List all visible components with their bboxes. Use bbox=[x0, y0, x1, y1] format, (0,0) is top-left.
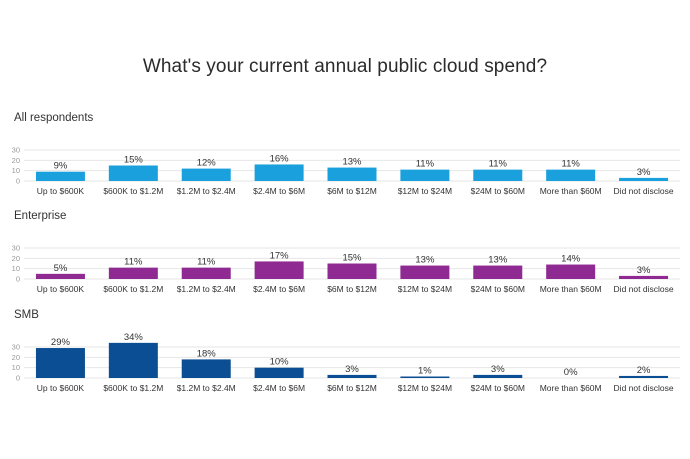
category-label: $1.2M to $2.4M bbox=[177, 383, 236, 393]
data-label: 5% bbox=[54, 263, 68, 274]
bar bbox=[400, 169, 450, 181]
category-label: $12M to $24M bbox=[398, 284, 452, 294]
category-label: $1.2M to $2.4M bbox=[177, 284, 236, 294]
data-label: 10% bbox=[270, 357, 290, 368]
panel-title: SMB bbox=[14, 309, 39, 321]
category-label: $24M to $60M bbox=[471, 284, 525, 294]
bar bbox=[473, 265, 523, 279]
y-tick-label: 20 bbox=[12, 156, 20, 165]
data-label: 11% bbox=[562, 159, 581, 170]
category-label: $6M to $12M bbox=[327, 186, 377, 196]
bar bbox=[546, 169, 596, 181]
data-label: 1% bbox=[418, 366, 432, 377]
data-label: 18% bbox=[197, 348, 217, 359]
data-label: 13% bbox=[488, 255, 508, 266]
data-label: 11% bbox=[489, 159, 508, 170]
category-label: Did not disclose bbox=[614, 284, 674, 294]
bar bbox=[400, 376, 450, 378]
data-label: 3% bbox=[345, 364, 359, 375]
category-label: $600K to $1.2M bbox=[103, 186, 163, 196]
data-label: 15% bbox=[342, 253, 362, 264]
bar bbox=[327, 263, 377, 279]
y-tick-label: 0 bbox=[16, 275, 20, 284]
bar bbox=[254, 164, 304, 181]
data-label: 11% bbox=[416, 159, 435, 170]
category-label: Did not disclose bbox=[614, 383, 674, 393]
y-tick-label: 10 bbox=[12, 166, 20, 175]
data-label: 13% bbox=[342, 157, 362, 168]
data-label: 29% bbox=[51, 337, 71, 348]
bar bbox=[254, 367, 304, 378]
data-label: 3% bbox=[637, 167, 651, 178]
category-label: Up to $600K bbox=[37, 186, 85, 196]
category-label: $12M to $24M bbox=[398, 383, 452, 393]
y-tick-label: 0 bbox=[16, 177, 20, 186]
category-label: Up to $600K bbox=[37, 284, 85, 294]
data-label: 13% bbox=[415, 255, 435, 266]
data-label: 9% bbox=[54, 161, 68, 172]
bar bbox=[181, 168, 231, 181]
bar bbox=[35, 171, 85, 181]
y-tick-label: 10 bbox=[12, 264, 20, 273]
y-tick-label: 30 bbox=[12, 146, 20, 155]
bar bbox=[619, 275, 669, 279]
y-tick-label: 10 bbox=[12, 363, 20, 372]
bar bbox=[108, 165, 158, 181]
bar bbox=[254, 261, 304, 279]
category-label: $24M to $60M bbox=[471, 383, 525, 393]
bar bbox=[546, 264, 596, 279]
data-label: 11% bbox=[124, 257, 143, 268]
bar bbox=[473, 169, 523, 181]
category-label: $6M to $12M bbox=[327, 383, 377, 393]
bar bbox=[181, 267, 231, 279]
category-label: Up to $600K bbox=[37, 383, 85, 393]
category-label: $2.4M to $6M bbox=[253, 186, 305, 196]
data-label: 17% bbox=[270, 250, 290, 261]
category-label: More than $60M bbox=[540, 284, 602, 294]
category-label: $12M to $24M bbox=[398, 186, 452, 196]
data-label: 3% bbox=[491, 364, 505, 375]
data-label: 14% bbox=[561, 254, 581, 265]
bar bbox=[35, 273, 85, 279]
data-label: 11% bbox=[197, 257, 216, 268]
data-label: 16% bbox=[270, 153, 290, 164]
data-label: 2% bbox=[637, 365, 651, 376]
bar bbox=[619, 177, 669, 181]
data-label: 3% bbox=[637, 265, 651, 276]
bar bbox=[400, 265, 450, 279]
category-label: Did not disclose bbox=[614, 186, 674, 196]
category-label: More than $60M bbox=[540, 186, 602, 196]
bar bbox=[619, 375, 669, 378]
y-tick-label: 30 bbox=[12, 244, 20, 253]
bar bbox=[181, 359, 231, 378]
category-label: $24M to $60M bbox=[471, 186, 525, 196]
y-tick-label: 20 bbox=[12, 254, 20, 263]
y-tick-label: 20 bbox=[12, 353, 20, 362]
category-label: $2.4M to $6M bbox=[253, 284, 305, 294]
bar bbox=[473, 374, 523, 378]
category-label: $2.4M to $6M bbox=[253, 383, 305, 393]
data-label: 12% bbox=[197, 158, 217, 169]
data-label: 34% bbox=[124, 332, 144, 343]
bar bbox=[327, 167, 377, 181]
category-label: $1.2M to $2.4M bbox=[177, 186, 236, 196]
y-tick-label: 30 bbox=[12, 343, 20, 352]
bar bbox=[108, 267, 158, 279]
bar bbox=[35, 348, 85, 378]
panel-title: Enterprise bbox=[14, 210, 66, 222]
category-label: $600K to $1.2M bbox=[103, 284, 163, 294]
bar bbox=[108, 342, 158, 378]
chart-title: What's your current annual public cloud … bbox=[142, 56, 548, 77]
bar bbox=[327, 374, 377, 378]
panel-title: All respondents bbox=[14, 112, 94, 124]
category-label: More than $60M bbox=[540, 383, 602, 393]
data-label: 0% bbox=[564, 367, 578, 378]
category-label: $600K to $1.2M bbox=[103, 383, 163, 393]
y-tick-label: 0 bbox=[16, 374, 20, 383]
category-label: $6M to $12M bbox=[327, 284, 377, 294]
data-label: 15% bbox=[124, 155, 144, 166]
